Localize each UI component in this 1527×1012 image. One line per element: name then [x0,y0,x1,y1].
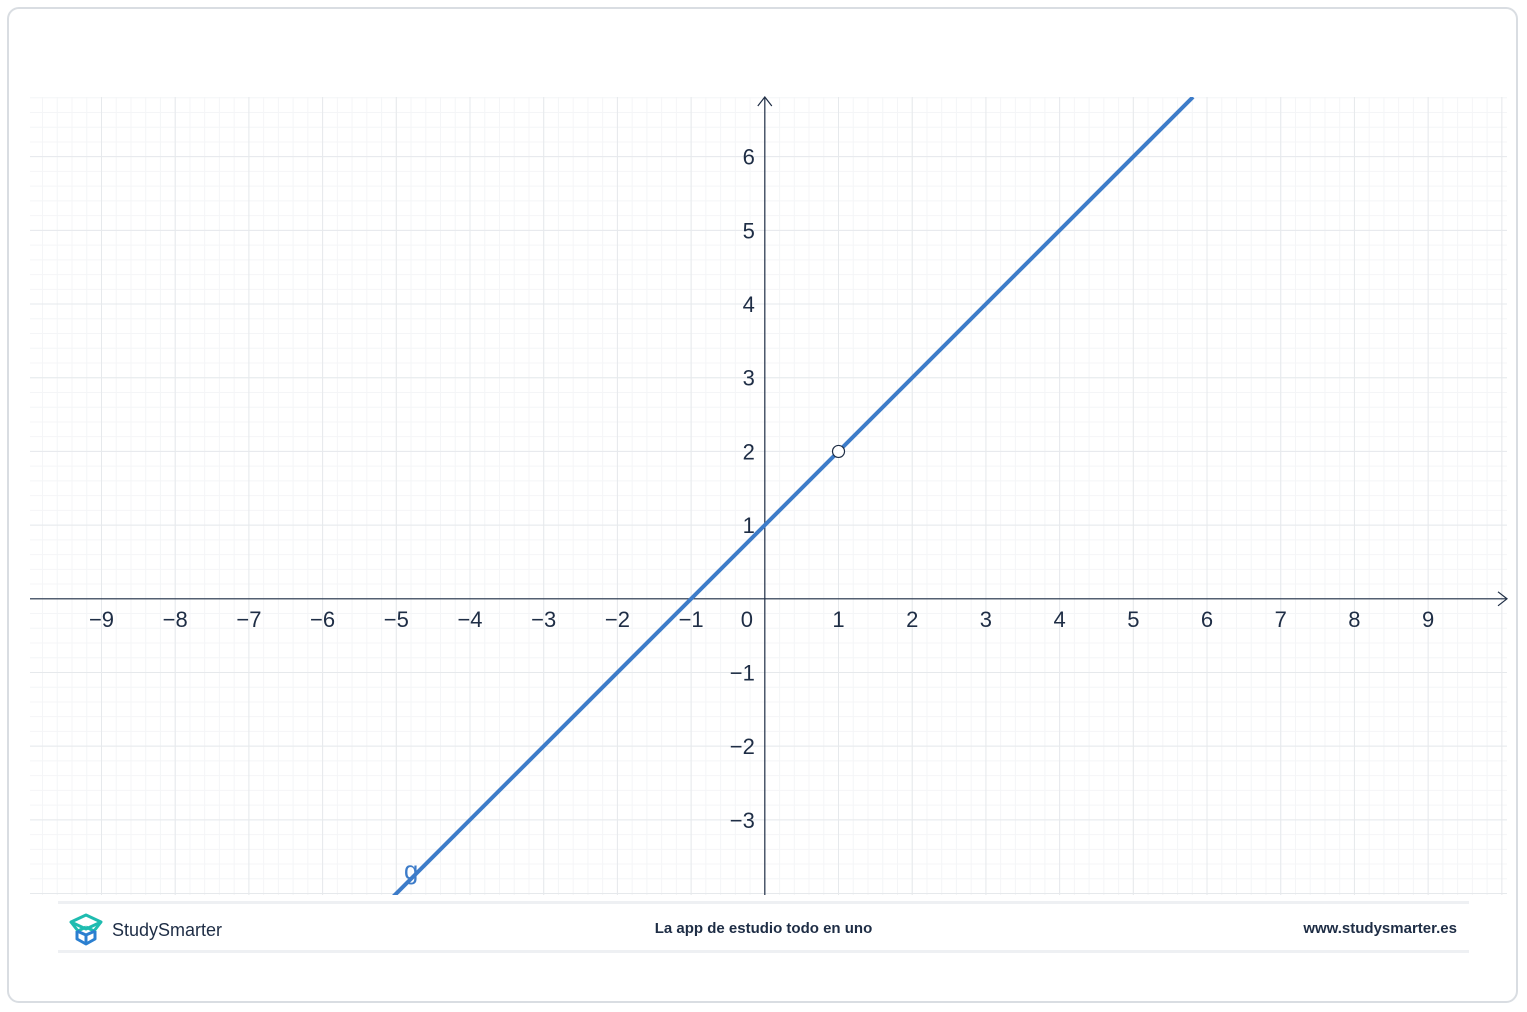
box-logo-icon [69,913,103,946]
y-tick-label: −1 [730,660,755,685]
brand-name: StudySmarter [112,919,223,940]
open-point [831,444,846,459]
x-tick-label: −1 [679,607,704,632]
y-tick-label: 3 [743,366,755,391]
series-line-g [391,97,1195,895]
series-label: g [403,857,419,887]
x-tick-label: 4 [1054,607,1066,632]
x-tick-label: 0 [741,607,753,632]
x-tick-label: 3 [980,607,992,632]
y-tick-label: −3 [730,808,755,833]
x-tick-label: −3 [531,607,556,632]
x-tick-label: −7 [236,607,261,632]
y-tick-label: −2 [730,734,755,759]
footer: StudySmarter La app de estudio todo en u… [58,901,1469,953]
y-tick-label: 6 [743,145,755,170]
card-frame [7,7,1518,1003]
website-link[interactable]: www.studysmarter.es [1303,920,1457,937]
x-tick-label: 9 [1422,607,1434,632]
y-tick-label: 5 [743,218,755,243]
x-tick-label: −4 [457,607,482,632]
x-tick-label: −6 [310,607,335,632]
x-tick-label: −8 [163,607,188,632]
x-tick-label: 8 [1348,607,1360,632]
y-tick-label: 2 [743,439,755,464]
x-tick-label: 7 [1275,607,1287,632]
y-axis-arrow-icon [757,96,773,107]
x-tick-label: 5 [1127,607,1139,632]
x-tick-label: −5 [384,607,409,632]
y-tick-label: 1 [743,513,755,538]
y-tick-label: 4 [743,292,755,317]
x-tick-label: 2 [906,607,918,632]
brand-logo[interactable]: StudySmarter [66,912,222,948]
x-tick-label: 6 [1201,607,1213,632]
x-axis-arrow-icon [1497,591,1508,607]
x-tick-label: −9 [89,607,114,632]
tagline: La app de estudio todo en uno [654,920,873,937]
x-tick-label: −2 [605,607,630,632]
x-tick-label: 1 [832,607,844,632]
